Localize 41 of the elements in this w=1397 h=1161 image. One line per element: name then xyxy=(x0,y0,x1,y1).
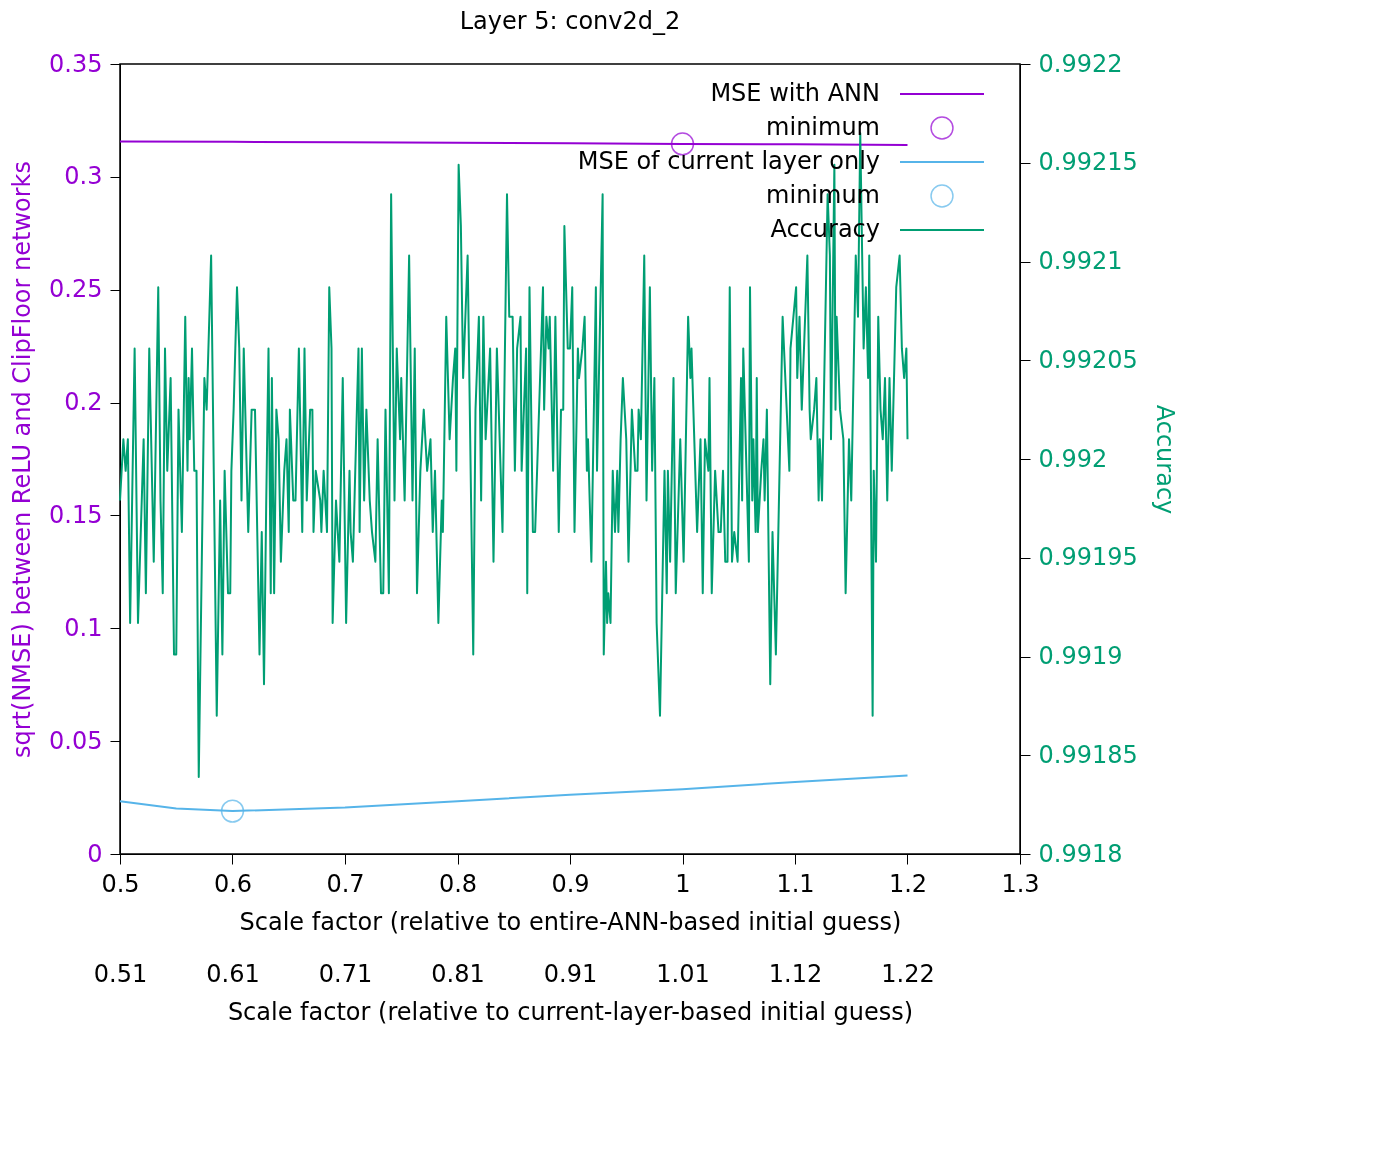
x2-tick-label: 1.01 xyxy=(656,959,710,988)
y2-tick-label: 0.99205 xyxy=(1038,345,1138,374)
x-tick-label: 0.9 xyxy=(551,869,590,898)
y-tick-label: 0.25 xyxy=(49,275,103,304)
y2-tick-label: 0.99195 xyxy=(1038,543,1138,572)
y-tick-label: 0 xyxy=(87,839,103,868)
y2-tick-label: 0.9919 xyxy=(1038,642,1123,670)
x2-tick-label: 0.61 xyxy=(206,959,260,988)
x2-tick-label: 0.91 xyxy=(543,959,598,988)
x-tick-label: 1.1 xyxy=(776,869,815,898)
y-tick-label: 0.1 xyxy=(64,613,103,642)
y-tick-label: 0.35 xyxy=(49,49,103,78)
x-tick-label: 0.7 xyxy=(326,869,365,898)
x-tick-label: 1 xyxy=(675,869,691,898)
legend-label: MSE with ANN xyxy=(710,79,880,107)
x-tick-label: 0.8 xyxy=(438,869,478,898)
x2-tick-label: 0.71 xyxy=(318,959,373,988)
y-tick-label: 0.15 xyxy=(49,500,103,529)
x2-tick-label: 0.51 xyxy=(93,959,148,988)
legend-label: minimum xyxy=(766,113,880,141)
y2-tick-label: 0.99185 xyxy=(1038,740,1138,769)
y2-tick-label: 0.9918 xyxy=(1038,839,1123,868)
y-tick-label: 0.2 xyxy=(64,388,103,417)
x2-axis-title: Scale factor (relative to current-layer-based initial guess) xyxy=(227,997,914,1026)
y2-tick-label: 0.9922 xyxy=(1038,49,1123,78)
x-tick-label: 0.6 xyxy=(213,869,253,898)
x-tick-label: 1.3 xyxy=(1001,869,1040,898)
y2-axis-title: Accuracy xyxy=(1150,404,1179,515)
x-tick-label: 0.5 xyxy=(101,869,140,898)
y2-tick-label: 0.99215 xyxy=(1038,148,1138,177)
x-tick-label: 1.2 xyxy=(888,869,928,898)
y-tick-label: 0.05 xyxy=(49,726,103,755)
x2-tick-label: 1.22 xyxy=(881,959,935,988)
chart-title: Layer 5: conv2d_2 xyxy=(459,7,681,35)
y2-tick-label: 0.9921 xyxy=(1038,247,1123,275)
y-tick-label: 0.3 xyxy=(64,162,103,191)
y2-tick-label: 0.992 xyxy=(1038,444,1108,473)
x-axis-title: Scale factor (relative to entire-ANN-based initial guess) xyxy=(239,907,902,936)
x2-tick-label: 0.81 xyxy=(431,959,485,988)
x2-tick-label: 1.12 xyxy=(768,959,823,988)
y-axis-title: sqrt(NMSE) between ReLU and ClipFloor networks xyxy=(8,161,37,758)
